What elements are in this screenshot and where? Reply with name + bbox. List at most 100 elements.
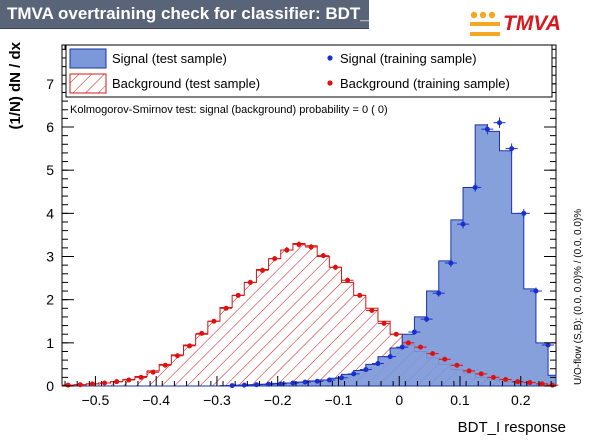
background-training-point: [138, 374, 144, 380]
background-training-point: [454, 362, 460, 368]
signal-training-point: [545, 342, 551, 348]
background-training-point: [77, 382, 83, 388]
signal-training-points: [226, 117, 555, 389]
legend-box: [65, 44, 553, 98]
signal-training-point: [484, 126, 490, 132]
y-tick-label: 7: [46, 76, 54, 92]
legend-signal-test-label: Signal (test sample): [112, 51, 227, 66]
y-tick-label: 5: [46, 162, 54, 178]
x-tick-label: −0.5: [82, 392, 110, 408]
signal-training-point: [460, 221, 466, 227]
background-training-point: [515, 379, 521, 385]
background-training-point: [320, 253, 326, 259]
background-training-point: [466, 368, 472, 374]
y-tick-label: 2: [46, 292, 54, 308]
background-training-point: [102, 380, 108, 386]
y-axis: 0 1 2 3 4 5 6 7: [46, 48, 556, 394]
background-training-point: [272, 256, 278, 262]
signal-training-point: [326, 377, 332, 383]
tmva-logo-text: TMVA: [503, 12, 561, 35]
signal-training-point: [351, 371, 357, 377]
signal-training-point: [314, 378, 320, 384]
background-training-point: [442, 356, 448, 362]
overflow-text: U/O-flow (S,B): (0.0, 0.0)% / (0.0, 0.0)…: [573, 209, 584, 385]
background-training-point: [187, 343, 193, 349]
x-tick-label: −0.4: [142, 392, 170, 408]
chart-title: TMVA overtraining check for classifier: …: [7, 4, 375, 23]
background-training-point: [223, 305, 229, 311]
background-training-point: [150, 369, 156, 375]
background-training-point: [126, 377, 132, 383]
background-training-point: [527, 380, 533, 386]
signal-training-point: [509, 146, 515, 152]
legend: Signal (test sample) Background (test sa…: [65, 44, 553, 98]
y-tick-label: 0: [46, 378, 54, 394]
signal-training-point: [253, 382, 259, 388]
legend-signal-training-label: Signal (training sample): [340, 51, 477, 66]
signal-training-point: [290, 380, 296, 386]
background-training-point: [211, 318, 217, 324]
background-training-point: [235, 292, 241, 298]
background-training-point: [430, 351, 436, 357]
signal-training-point: [229, 383, 235, 389]
background-training-point: [260, 267, 266, 273]
signal-training-point: [448, 260, 454, 266]
background-training-point: [332, 264, 338, 270]
background-training-point: [490, 374, 496, 380]
background-training-point: [114, 379, 120, 385]
signal-training-point: [496, 120, 502, 126]
x-axis-title: BDT_I response: [458, 419, 566, 436]
x-tick-label: −0.3: [203, 392, 231, 408]
signal-training-point: [521, 210, 527, 216]
y-tick-label: 1: [46, 335, 54, 351]
legend-background-test-swatch: [69, 73, 107, 94]
tmva-logo-mark-icon: [470, 11, 500, 36]
background-training-point: [405, 340, 411, 346]
signal-training-point: [266, 381, 272, 387]
signal-training-point: [387, 354, 393, 360]
background-training-point: [345, 277, 351, 283]
background-training-point: [65, 382, 71, 388]
signal-training-point: [363, 367, 369, 373]
x-tick-label: −0.2: [264, 392, 292, 408]
signal-training-point: [278, 381, 284, 387]
background-training-point: [381, 320, 387, 326]
signal-training-point: [436, 290, 442, 296]
background-training-point: [539, 381, 545, 387]
legend-background-test-label: Background (test sample): [112, 76, 260, 91]
signal-training-point: [339, 375, 345, 381]
signal-training-point: [302, 379, 308, 385]
background-training-point: [247, 279, 253, 285]
background-training-point: [478, 371, 484, 377]
signal-training-point: [375, 361, 381, 367]
signal-training-point: [411, 329, 417, 335]
background-training-point: [199, 330, 205, 336]
background-training-point: [296, 241, 302, 247]
background-training-point: [308, 244, 314, 250]
background-training-point: [162, 362, 168, 368]
background-training-point: [393, 331, 399, 337]
background-training-point: [174, 353, 180, 359]
background-training-point: [417, 344, 423, 350]
signal-training-point: [533, 288, 539, 294]
background-training-point: [503, 377, 509, 383]
y-axis-title: (1/N) dN / dx: [7, 41, 24, 129]
y-tick-label: 4: [46, 205, 54, 221]
background-training-point: [357, 292, 363, 298]
x-tick-label: −0.1: [325, 392, 353, 408]
legend-signal-training-marker: [327, 55, 333, 61]
legend-background-training-marker: [327, 80, 333, 86]
ks-test-text: Kolmogorov-Smirnov test: signal (backgro…: [70, 104, 388, 116]
x-tick-label: 0.2: [511, 392, 531, 408]
background-training-point: [89, 381, 95, 387]
tmva-logo: [468, 10, 558, 42]
signal-training-point: [424, 316, 430, 322]
y-tick-label: 3: [46, 249, 54, 265]
x-tick-label: 0: [395, 392, 403, 408]
background-training-point: [369, 307, 375, 313]
legend-signal-test-swatch: [69, 48, 107, 69]
signal-training-point: [399, 344, 405, 350]
signal-training-point: [472, 184, 478, 190]
background-training-point: [549, 382, 555, 388]
